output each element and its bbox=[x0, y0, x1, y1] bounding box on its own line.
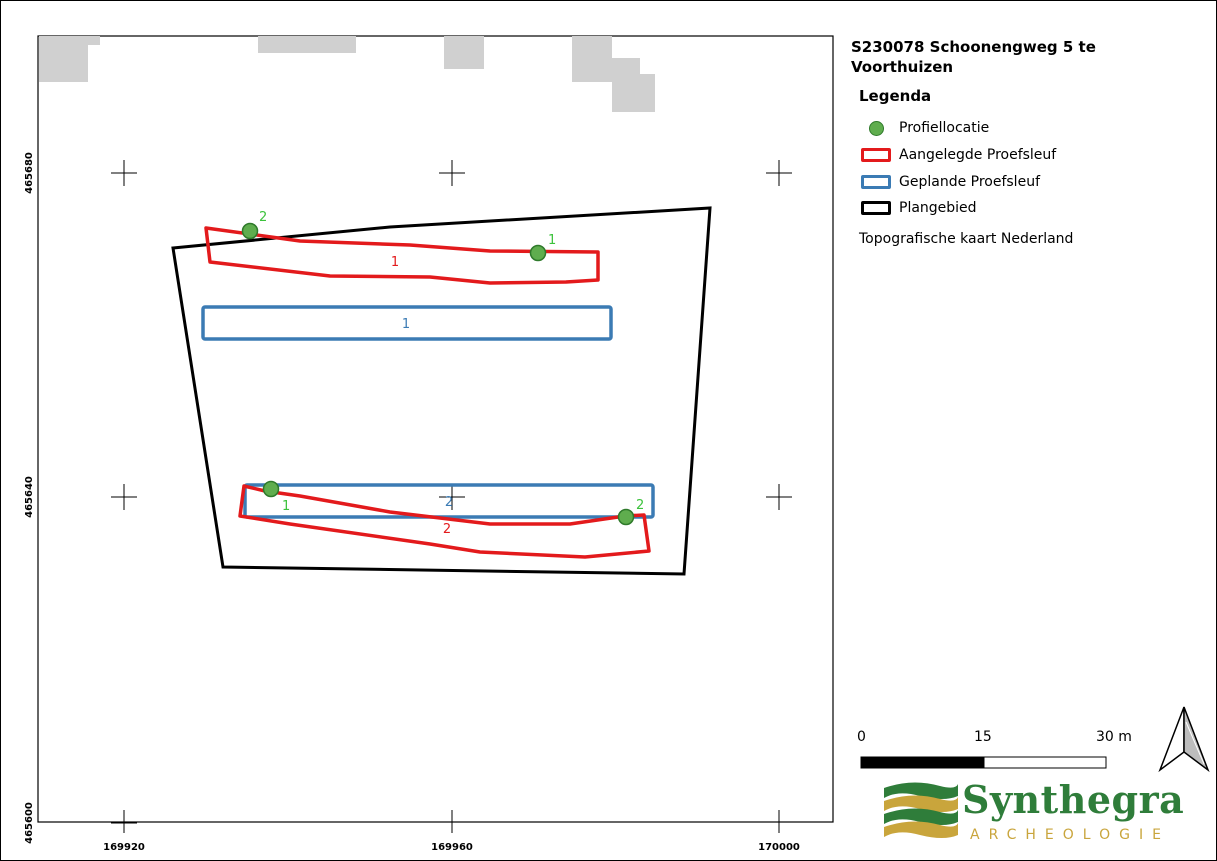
legend-title: Legenda bbox=[859, 87, 932, 105]
grid-y-label: 465600 bbox=[24, 802, 35, 844]
profiel-label: 1 bbox=[548, 233, 556, 248]
scalebar bbox=[860, 756, 1107, 769]
grid-crosses bbox=[111, 160, 792, 833]
synthegra-logo-icon bbox=[884, 782, 958, 838]
profiel-label: 2 bbox=[636, 498, 644, 513]
grid-x-label: 170000 bbox=[758, 842, 800, 853]
red-outline-icon bbox=[859, 145, 893, 165]
plangebied-polygon[interactable] bbox=[171, 206, 712, 576]
legend-item-label: Geplande Proefsleuf bbox=[899, 174, 1040, 190]
scale-label: 0 bbox=[857, 729, 866, 745]
green-dot-icon bbox=[859, 118, 893, 138]
profiel-label: 2 bbox=[259, 210, 267, 225]
buildings bbox=[39, 36, 655, 112]
legend-item-label: Plangebied bbox=[899, 200, 977, 216]
aangelegde-proefsleuf-2[interactable] bbox=[238, 484, 651, 559]
geplande-label: 1 bbox=[402, 317, 410, 332]
building bbox=[444, 36, 484, 69]
map-frame-border bbox=[37, 35, 834, 823]
aangelegde-proefsleuf-1[interactable] bbox=[204, 226, 600, 285]
geplande-proefsleuf-2[interactable] bbox=[243, 483, 655, 519]
legend-item-label: Aangelegde Proefsleuf bbox=[899, 147, 1057, 163]
grid-y-label: 465640 bbox=[24, 476, 35, 518]
legend-item-plangebied: Plangebied bbox=[859, 197, 977, 219]
legend-item-aangelegde: Aangelegde Proefsleuf bbox=[859, 144, 1056, 166]
grid-x-label: 169960 bbox=[431, 842, 473, 853]
blue-outline-icon bbox=[859, 172, 893, 192]
profiellocatie-point[interactable] bbox=[529, 244, 547, 262]
profiellocatie-point[interactable] bbox=[262, 480, 280, 498]
scale-label: 15 bbox=[974, 729, 992, 745]
basemap-source: Topografische kaart Nederland bbox=[859, 231, 1074, 247]
building bbox=[572, 36, 655, 112]
scale-label: 30 m bbox=[1096, 729, 1132, 745]
grid-y-label: 465680 bbox=[24, 152, 35, 194]
building bbox=[39, 36, 100, 82]
profiellocatie-point[interactable] bbox=[617, 508, 635, 526]
legend-item-profiellocatie: Profiellocatie bbox=[859, 117, 989, 139]
logo-subtitle: ARCHEOLOGIE bbox=[970, 827, 1170, 843]
building bbox=[258, 36, 356, 53]
geplande-proefsleuf-1[interactable] bbox=[201, 305, 613, 341]
legend-item-geplande: Geplande Proefsleuf bbox=[859, 171, 1040, 193]
logo-name: Synthegra bbox=[962, 777, 1185, 822]
aangelegde-label: 1 bbox=[391, 255, 399, 270]
profiellocaties bbox=[241, 222, 635, 526]
profiellocatie-point[interactable] bbox=[241, 222, 259, 240]
aangelegde-label: 2 bbox=[443, 522, 451, 537]
map-title: S230078 Schoonengweg 5 te Voorthuizen bbox=[851, 38, 1096, 76]
grid-x-label: 169920 bbox=[103, 842, 145, 853]
north-arrow-icon bbox=[1158, 706, 1210, 773]
black-outline-icon bbox=[859, 198, 893, 218]
geplande-label: 2 bbox=[445, 495, 453, 510]
legend-item-label: Profiellocatie bbox=[899, 120, 990, 136]
profiel-label: 1 bbox=[282, 499, 290, 514]
